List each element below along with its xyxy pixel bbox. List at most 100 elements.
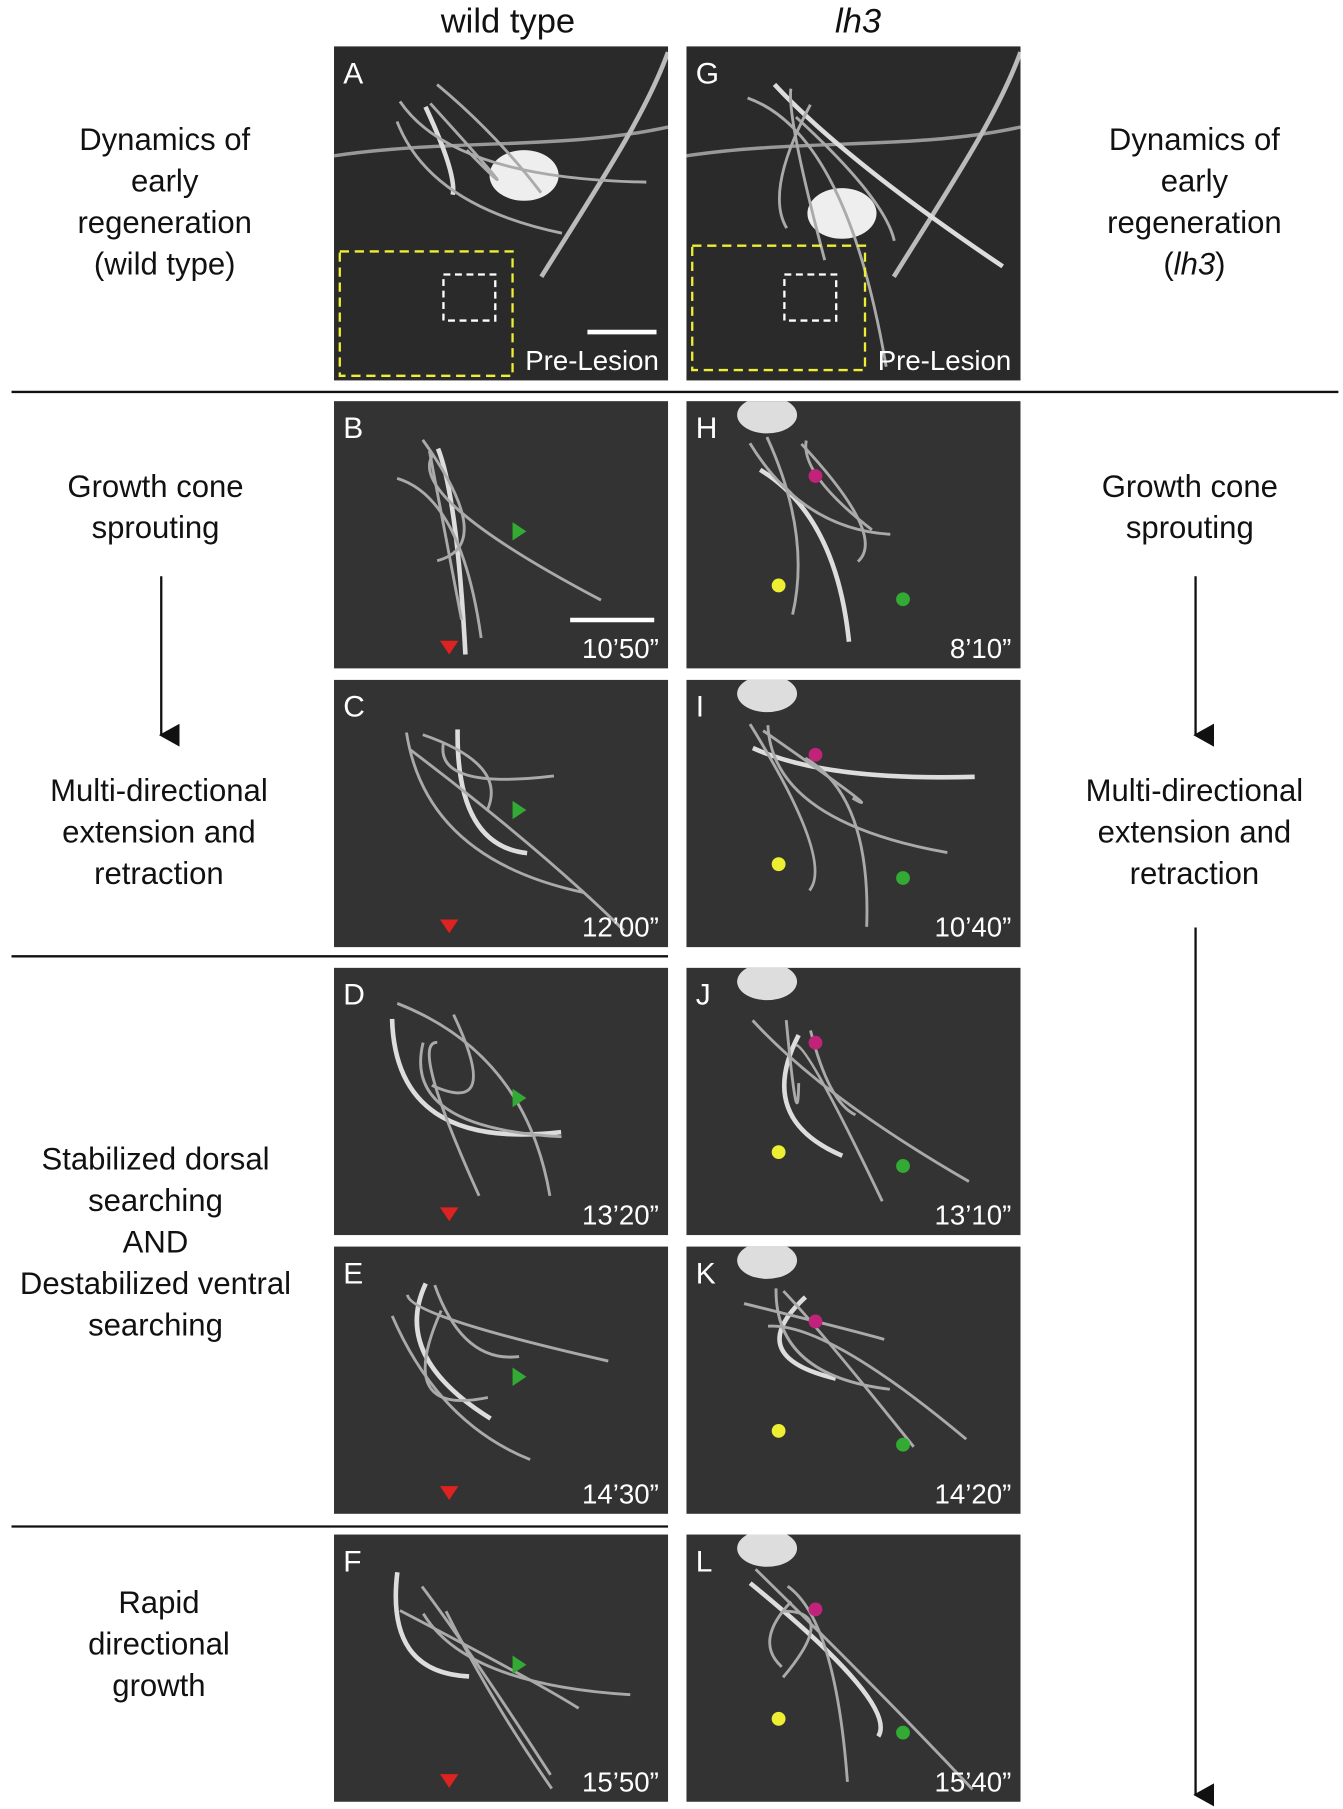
panel-letter: C	[343, 691, 365, 724]
neurite	[754, 1568, 974, 1791]
panel-caption: 8’10”	[950, 633, 1011, 664]
neurite	[768, 1600, 793, 1668]
neurite	[422, 1612, 631, 1697]
neurite	[795, 1043, 884, 1202]
neurite	[777, 103, 812, 229]
neurite	[406, 1294, 609, 1363]
neurites	[737, 1534, 974, 1791]
panel-background	[334, 967, 669, 1236]
micrograph-panel: K 14’20”	[686, 1246, 1021, 1514]
annotation-dot	[808, 1035, 823, 1050]
panel-background	[686, 401, 1021, 669]
panel-background	[686, 1246, 1021, 1514]
neurite	[751, 745, 975, 780]
column-header: lh3	[835, 3, 881, 41]
annotation-dot	[771, 578, 786, 593]
neurite	[405, 732, 585, 895]
left-labels: Dynamics of early regeneration (wild type) G…	[20, 122, 291, 1703]
micrograph-panel: L 15’40”	[686, 1534, 1021, 1802]
label-line: Multi-directional	[1086, 773, 1304, 808]
neurite	[398, 100, 647, 184]
neurite	[431, 1013, 475, 1095]
neurite	[751, 1019, 970, 1183]
roi-box	[783, 273, 838, 322]
neurite	[436, 83, 543, 194]
label-line: sprouting	[92, 510, 220, 545]
panel-letter: H	[696, 412, 718, 445]
panel-background	[686, 679, 1021, 948]
label-line: regeneration	[1107, 205, 1282, 240]
cell-body	[737, 401, 798, 434]
panel-background	[334, 401, 669, 669]
micrograph-panel: F 15’50”	[334, 1534, 669, 1802]
roi-box	[691, 244, 867, 372]
micrograph-panel: B 10’50”	[334, 401, 669, 669]
annotation-arrowhead	[512, 1088, 527, 1108]
neurite	[772, 82, 1004, 269]
neurite	[420, 1585, 552, 1776]
neurites	[686, 51, 1021, 367]
annotation-arrowhead	[439, 1774, 459, 1788]
label-line: regeneration	[77, 205, 252, 240]
annotation-dot	[771, 1145, 786, 1160]
label-line: Dynamics of	[1109, 122, 1280, 157]
label-line: Dynamics of	[79, 122, 250, 157]
label-line: Multi-directional	[50, 773, 268, 808]
micrograph-panel: A Pre-Lesion	[334, 46, 669, 381]
panel-letter: J	[696, 979, 711, 1012]
neurite	[396, 477, 483, 639]
label-line: extension and	[62, 814, 256, 849]
roi-box	[338, 250, 514, 377]
panels: A Pre-Lesion B 10’50” C 12’00” D 13’20” E 14’30” F…	[334, 46, 1021, 1802]
panel-caption: 13’20”	[582, 1200, 659, 1231]
annotation-dot	[808, 469, 823, 483]
panel-background	[686, 967, 1021, 1236]
panel-letter: D	[343, 979, 365, 1012]
annotation-arrowhead	[512, 1367, 527, 1386]
neurite	[804, 756, 869, 927]
neurite	[789, 88, 827, 261]
panel-background	[334, 1246, 669, 1514]
cell-body	[737, 1246, 798, 1279]
annotation-dot	[896, 592, 910, 607]
label-line: extension and	[1098, 814, 1292, 849]
neurites	[405, 729, 625, 932]
panel-caption: Pre-Lesion	[878, 345, 1012, 376]
neurite	[427, 1041, 481, 1197]
annotation-dot	[896, 1725, 910, 1740]
annotation-arrowhead	[439, 1207, 459, 1222]
micrograph-panel: E 14’30”	[334, 1246, 669, 1514]
panel-caption: Pre-Lesion	[525, 345, 659, 376]
panel-letter: K	[696, 1257, 716, 1290]
panel-letter: E	[343, 1257, 363, 1290]
annotation-dot	[808, 747, 823, 762]
neurite	[421, 439, 466, 563]
neurites	[737, 679, 975, 927]
neurite	[747, 96, 888, 367]
neurite	[743, 1302, 885, 1341]
roi-box	[442, 273, 497, 322]
panel-letter: F	[343, 1545, 361, 1578]
label-line: AND	[123, 1224, 189, 1259]
label-line: (lh3)	[1163, 246, 1225, 281]
annotation-arrowhead	[439, 640, 459, 655]
neurite	[794, 115, 896, 242]
neurite	[444, 1610, 553, 1790]
panel-letter: A	[343, 57, 363, 90]
neurite	[748, 723, 817, 892]
cell-body	[737, 1534, 798, 1567]
label-line: Growth cone	[67, 469, 243, 504]
annotation-dot	[808, 1314, 823, 1329]
neurite	[409, 748, 625, 932]
neurites	[396, 439, 602, 655]
neurite	[891, 51, 1021, 278]
neurite	[393, 1571, 470, 1679]
cell-body	[737, 967, 798, 1001]
panel-caption: 14’20”	[934, 1478, 1011, 1509]
neurite	[422, 733, 493, 812]
neurite	[396, 1002, 552, 1197]
panel-letter: L	[696, 1545, 713, 1578]
label-line: growth	[112, 1668, 205, 1703]
micrograph-panel: D 13’20”	[334, 967, 669, 1236]
